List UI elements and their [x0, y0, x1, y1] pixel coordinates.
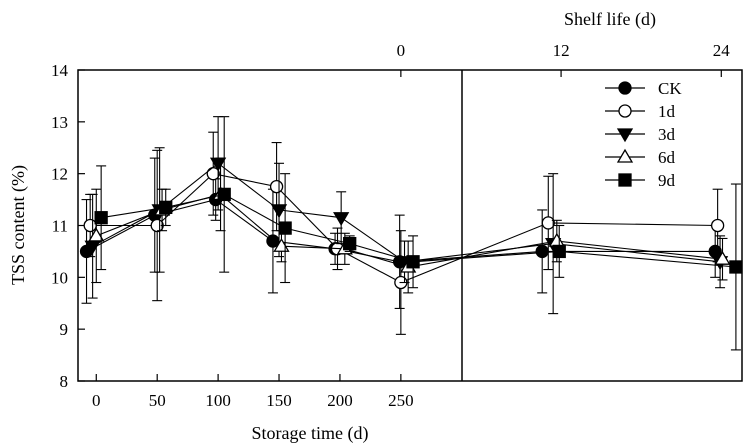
x2-tick-label: 12: [553, 41, 570, 60]
x2-axis: 0 12 24: [397, 41, 731, 77]
point-9d: [159, 200, 173, 215]
x-tick-label: 0: [92, 391, 101, 410]
point-1d: [541, 216, 555, 230]
point-1d: [710, 218, 725, 233]
x-tick-label: 150: [266, 391, 292, 410]
legend-label-3d: 3d: [658, 125, 676, 144]
x2-axis-title: Shelf life (d): [564, 9, 656, 30]
point-9d: [552, 244, 566, 259]
y-tick-label: 11: [52, 217, 68, 236]
legend-marker-1d: [618, 104, 632, 118]
series-6d: [88, 157, 731, 294]
point-1d: [269, 179, 284, 194]
legend-label-6d: 6d: [658, 148, 676, 167]
x-tick-label: 100: [205, 391, 231, 410]
point-9d: [729, 260, 743, 274]
point-ck: [535, 244, 549, 259]
y-axis-title: TSS content (%): [8, 165, 29, 285]
series-layer: [79, 116, 743, 351]
point-9d: [94, 211, 108, 225]
y-tick-label: 12: [51, 165, 68, 184]
legend-marker-6d: [616, 148, 634, 163]
x2-tick-label: 0: [397, 41, 406, 60]
x-tick-label: 200: [327, 391, 353, 410]
point-ck: [708, 244, 722, 259]
y-tick-label: 14: [51, 61, 69, 80]
plot-frame: [77, 69, 743, 382]
y-tick-label: 13: [51, 113, 68, 132]
point-ck: [266, 234, 280, 248]
legend-marker-ck: [618, 81, 632, 95]
legend: CK 1d 3d 6d 9d: [605, 79, 682, 190]
point-9d: [278, 221, 292, 235]
legend-marker-3d: [616, 128, 634, 143]
series-9d: [94, 116, 743, 351]
y-tick-label: 10: [51, 268, 68, 287]
point-9d: [406, 255, 420, 269]
legend-marker-9d: [618, 173, 632, 187]
legend-label-ck: CK: [658, 79, 682, 98]
legend-label-9d: 9d: [658, 171, 676, 190]
x-tick-label: 250: [388, 391, 414, 410]
series-line-9d: [101, 193, 736, 268]
y-tick-label: 9: [60, 320, 69, 339]
series-line-1d: [90, 173, 718, 284]
x-tick-label: 50: [149, 391, 166, 410]
y-axis: 8 9 10 11 12 13 14: [51, 61, 85, 391]
point-3d: [270, 204, 288, 219]
point-9d: [343, 236, 357, 251]
x2-tick-label: 24: [713, 41, 731, 60]
legend-label-1d: 1d: [658, 102, 676, 121]
point-1d: [83, 218, 97, 233]
point-3d: [333, 212, 350, 227]
point-6d: [88, 227, 105, 242]
y-tick-label: 8: [60, 372, 69, 391]
point-9d: [217, 187, 231, 202]
x-axis-title: Storage time (d): [252, 423, 369, 443]
point-6d: [714, 250, 731, 265]
x-axis: 0 50 100 150 200 250: [92, 374, 414, 410]
